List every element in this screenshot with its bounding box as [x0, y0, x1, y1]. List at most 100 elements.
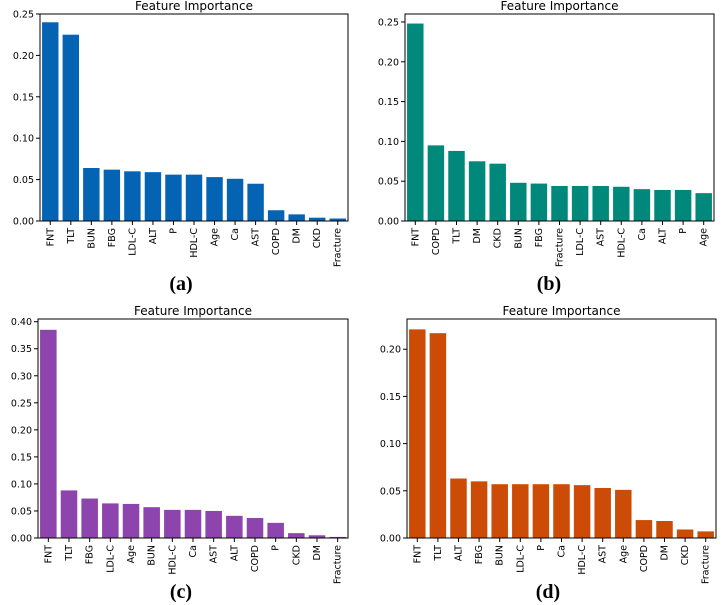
x-tick-label: TLT: [64, 545, 75, 562]
x-tick-label: BUN: [86, 228, 97, 249]
x-tick-label: TLT: [66, 228, 77, 245]
y-tick-label: 0.15: [13, 92, 34, 103]
x-tick-label: AST: [251, 228, 262, 247]
y-tick-label: 0.20: [11, 425, 32, 436]
y-tick-label: 0.40: [11, 317, 32, 328]
y-tick-label: 0.05: [13, 175, 34, 186]
bar-alt: [654, 189, 671, 221]
x-tick-label: CKD: [291, 545, 302, 565]
panel-a-chart: Feature Importance FNT TLT BUN FBG LDL-C ALT P H…: [13, 0, 349, 295]
x-tick-label: FBG: [474, 545, 485, 564]
chart-title: Feature Importance: [501, 0, 619, 13]
x-tick-label: ALT: [148, 228, 159, 244]
y-tick-label: 0.05: [380, 486, 401, 497]
x-tick-label: DM: [660, 545, 671, 561]
x-tick-label: LDL-C: [515, 545, 526, 573]
x-tick-label: BUN: [495, 545, 506, 566]
y-tick-label: 0.05: [11, 506, 32, 517]
panel-label: (b): [537, 273, 561, 295]
bar-dm: [288, 214, 305, 221]
bar-ca: [553, 484, 570, 538]
y-tick-label: 0.20: [380, 345, 401, 356]
bar-ldl-c: [124, 171, 141, 221]
bar-fnt: [409, 329, 426, 538]
panel-c-chart: Feature Importance FNT TLT FBG LDL-C Age BUN HD…: [11, 305, 349, 603]
x-tick-label: Ca: [637, 228, 648, 240]
y-tick-label: 0.25: [13, 10, 34, 21]
bar-dm: [656, 521, 673, 538]
y-tick-label: 0.00: [378, 217, 399, 228]
panel-d-chart: Feature Importance FNT TLT ALT FBG BUN LDL-C P C…: [380, 305, 717, 603]
x-tick-label: ALT: [658, 228, 669, 244]
bar-dm: [308, 535, 326, 538]
bar-tlt: [62, 34, 80, 222]
y-tick-label: 0.15: [378, 97, 399, 108]
bar-ast: [205, 510, 222, 538]
x-tick-label: LDL-C: [105, 545, 116, 573]
bar-copd: [267, 210, 285, 221]
x-tick-label: ALT: [229, 545, 240, 561]
bar-ckd: [288, 533, 305, 538]
plot-frame: [37, 318, 349, 539]
bar-fnt: [42, 22, 59, 222]
bar-p: [532, 484, 550, 538]
x-tick-label: CKD: [493, 228, 504, 248]
bar-tlt: [60, 490, 78, 538]
x-tick-label: HDL-C: [577, 545, 588, 575]
x-tick-label: Age: [618, 545, 629, 564]
bar-ca: [226, 178, 244, 221]
x-tick-label: COPD: [250, 545, 261, 572]
x-tick-label: TLT: [433, 545, 444, 562]
x-tick-label: CKD: [680, 545, 691, 565]
x-tick-label: Ca: [557, 545, 568, 557]
x-tick-label: Age: [126, 545, 137, 564]
chart-title: Feature Importance: [135, 0, 253, 13]
bar-alt: [226, 515, 243, 538]
x-tick-label: HDL-C: [189, 228, 200, 258]
bar-bun: [83, 168, 100, 221]
bar-copd: [246, 517, 264, 538]
x-tick-label: AST: [209, 545, 220, 564]
x-tick-label: FNT: [412, 545, 423, 564]
bar-p: [267, 522, 284, 538]
bar-ast: [594, 487, 611, 538]
x-tick-label: DM: [292, 228, 303, 244]
y-tick-label: 0.25: [11, 398, 32, 409]
bar-fbg: [470, 481, 488, 538]
bar-ldl-c: [512, 484, 529, 538]
x-tick-label: COPD: [431, 228, 442, 255]
x-tick-label: P: [168, 228, 179, 234]
x-tick-label: Ca: [230, 228, 241, 240]
bar-age: [695, 193, 712, 221]
y-tick-label: 0.00: [11, 534, 32, 545]
bar-p: [674, 189, 692, 221]
x-tick-label: Age: [699, 228, 710, 247]
bar-ca: [633, 189, 651, 221]
bar-copd: [635, 520, 653, 538]
bar-fracture: [329, 218, 346, 221]
bar-ast: [592, 185, 609, 221]
bar-ca: [184, 509, 202, 538]
x-tick-label: LDL-C: [575, 228, 586, 256]
panel-label: (d): [536, 581, 560, 603]
x-tick-label: P: [678, 228, 689, 234]
x-tick-label: Fracture: [555, 228, 566, 267]
bar-alt: [450, 478, 467, 538]
bar-dm: [468, 161, 486, 221]
y-tick-label: 0.35: [11, 344, 32, 355]
y-tick-label: 0.10: [11, 479, 32, 490]
y-tick-label: 0.05: [378, 177, 399, 188]
y-tick-label: 0.20: [13, 51, 34, 62]
x-tick-label: AST: [596, 228, 607, 247]
bar-hdl-c: [573, 485, 591, 538]
bar-tlt: [448, 150, 465, 221]
bar-fbg: [530, 183, 548, 221]
bar-tlt: [429, 333, 447, 538]
bar-fnt: [40, 329, 57, 538]
bar-copd: [427, 145, 445, 221]
bar-age: [206, 177, 223, 221]
x-tick-label: FNT: [410, 228, 421, 247]
bar-ldl-c: [571, 185, 589, 221]
panel-label: (c): [170, 581, 192, 603]
bar-ckd: [308, 217, 326, 221]
